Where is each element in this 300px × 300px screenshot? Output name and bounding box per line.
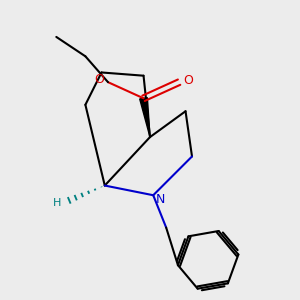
Text: H: H <box>53 198 61 208</box>
Text: O: O <box>183 74 193 87</box>
Polygon shape <box>140 98 150 137</box>
Text: N: N <box>156 193 165 206</box>
Text: O: O <box>94 73 104 86</box>
